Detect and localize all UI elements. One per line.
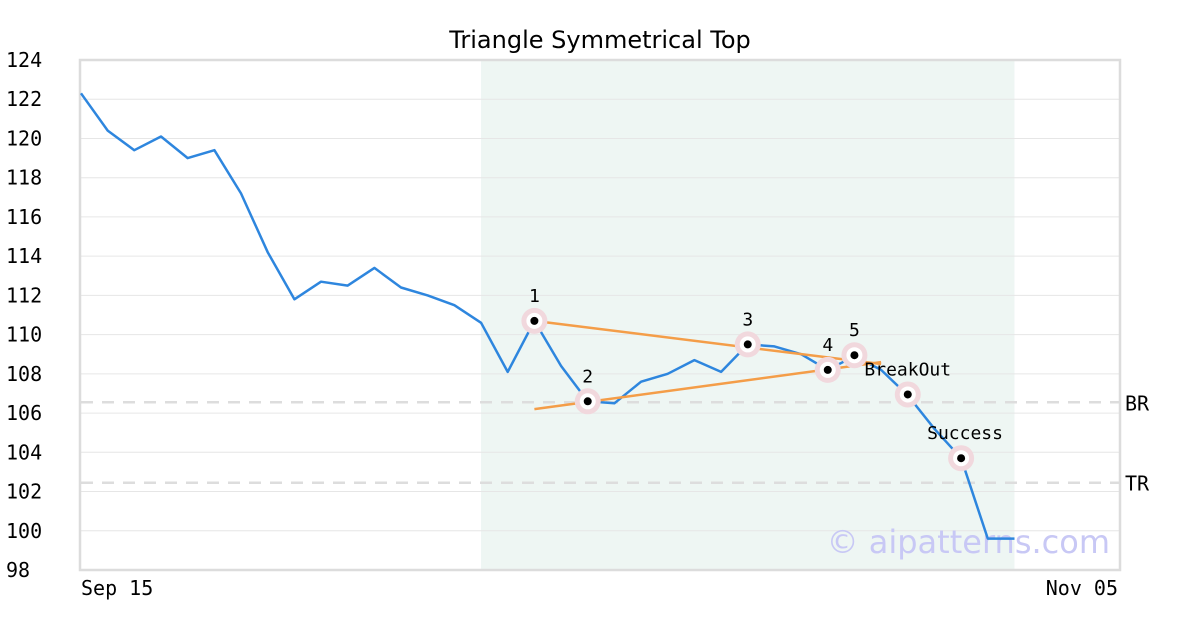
y-tick-label: 116: [6, 205, 42, 229]
reference-label-tr: TR: [1125, 472, 1150, 496]
x-tick-label: Sep 15: [81, 576, 153, 600]
y-tick-label: 102: [6, 480, 42, 504]
y-tick-label: 114: [6, 244, 42, 268]
y-tick-label: 98: [6, 558, 30, 582]
y-tick-label: 108: [6, 362, 42, 386]
marker-label: 3: [742, 309, 753, 330]
y-tick-label: 110: [6, 323, 42, 347]
marker-dot: [530, 316, 539, 325]
marker-dot: [903, 390, 912, 399]
plot-area: BR TR 98 100 102 104 106 108 110 112 114 116 118 120 1…: [6, 48, 1150, 600]
pattern-shaded-region: [481, 60, 1015, 570]
x-tick-label: Nov 05: [1046, 576, 1118, 600]
marker-label: 2: [582, 366, 593, 387]
y-tick-label: 118: [6, 166, 42, 190]
y-tick-label: 104: [6, 440, 42, 464]
reference-label-br: BR: [1125, 391, 1150, 415]
y-tick-label: 112: [6, 283, 42, 307]
y-tick-label: 120: [6, 126, 42, 150]
marker-dot: [583, 397, 592, 406]
trendline-upper: [534, 319, 882, 366]
marker-label: 5: [849, 320, 860, 341]
marker-dot: [957, 454, 966, 463]
y-tick-label: 124: [6, 48, 42, 72]
marker-label: 1: [529, 286, 540, 307]
marker-label: 4: [822, 335, 833, 356]
marker-label: BreakOut: [864, 359, 951, 380]
y-tick-label: 106: [6, 401, 42, 425]
marker-dot: [850, 351, 859, 360]
y-tick-label: 122: [6, 87, 42, 111]
marker-dot: [823, 365, 832, 374]
chart-title: Triangle Symmetrical Top: [448, 26, 751, 54]
y-tick-label: 100: [6, 519, 42, 543]
plot-frame: [78, 58, 1122, 572]
watermark: © aipatterns.com: [827, 523, 1110, 561]
marker-label: Success: [927, 423, 1003, 444]
marker-dot: [743, 340, 752, 349]
